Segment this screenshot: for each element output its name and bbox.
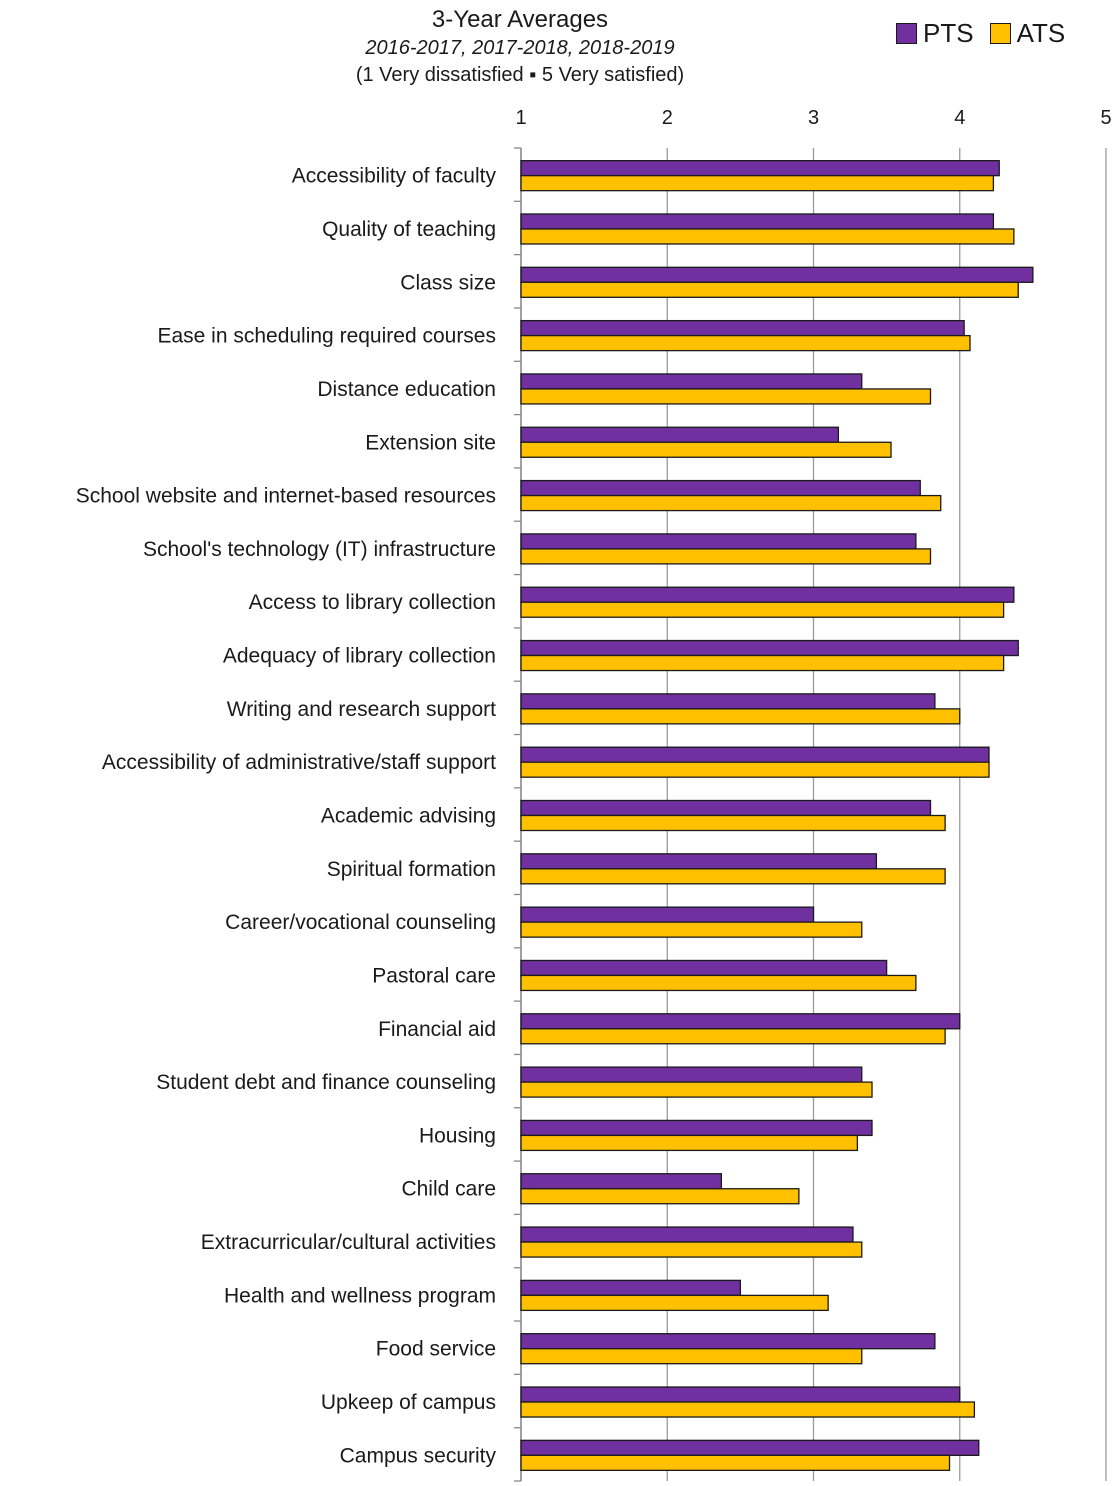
legend-item-ats: ATS bbox=[989, 18, 1066, 49]
category-label-5: Extension site bbox=[365, 431, 496, 454]
bar-ats-24 bbox=[520, 1454, 951, 1471]
x-tick-label-1: 1 bbox=[515, 107, 526, 129]
legend-label-ats: ATS bbox=[1016, 18, 1066, 48]
bar-ats-10 bbox=[520, 708, 961, 725]
legend: PTS ATS bbox=[896, 18, 1081, 49]
category-label-20: Extracurricular/cultural activities bbox=[201, 1231, 496, 1254]
bar-pts-12 bbox=[520, 799, 932, 817]
bar-pts-7 bbox=[520, 533, 917, 550]
category-label-2: Class size bbox=[400, 271, 496, 294]
category-label-1: Quality of teaching bbox=[322, 218, 496, 241]
legend-item-pts: PTS bbox=[896, 18, 974, 49]
bar-pts-18 bbox=[520, 1119, 873, 1137]
bar-ats-16 bbox=[520, 1028, 946, 1045]
legend-label-pts: PTS bbox=[923, 18, 974, 48]
category-label-8: Access to library collection bbox=[249, 591, 496, 614]
x-tick-label-4: 4 bbox=[954, 107, 965, 129]
bar-pts-23 bbox=[520, 1386, 961, 1403]
legend-swatch-ats bbox=[989, 23, 1011, 44]
bar-ats-2 bbox=[520, 281, 1019, 298]
bar-pts-17 bbox=[520, 1066, 863, 1083]
bar-pts-6 bbox=[520, 479, 921, 497]
x-tick-label-3: 3 bbox=[808, 107, 819, 129]
chart-title: 3-Year Averages bbox=[431, 6, 609, 33]
bar-ats-1 bbox=[520, 228, 1015, 245]
bar-pts-10 bbox=[520, 693, 936, 710]
bar-ats-13 bbox=[520, 868, 946, 885]
bar-ats-19 bbox=[520, 1188, 800, 1205]
bar-pts-2 bbox=[520, 266, 1034, 283]
category-label-4: Distance education bbox=[317, 378, 496, 401]
bar-ats-15 bbox=[520, 974, 917, 992]
bar-pts-11 bbox=[520, 746, 990, 763]
category-label-21: Health and wellness program bbox=[224, 1284, 496, 1307]
category-label-17: Student debt and finance counseling bbox=[156, 1071, 496, 1094]
category-label-7: School's technology (IT) infrastructure bbox=[143, 538, 496, 561]
bar-ats-11 bbox=[520, 761, 990, 778]
chart-title-block: 3-Year Averages 2016-2017, 2017-2018, 20… bbox=[330, 6, 710, 88]
bar-ats-5 bbox=[520, 441, 892, 458]
bar-pts-21 bbox=[520, 1279, 742, 1297]
category-label-6: School website and internet-based resour… bbox=[76, 485, 496, 508]
bar-pts-13 bbox=[520, 853, 878, 870]
bar-ats-20 bbox=[520, 1241, 863, 1258]
category-label-16: Financial aid bbox=[378, 1018, 496, 1041]
category-label-3: Ease in scheduling required courses bbox=[157, 325, 496, 348]
bar-ats-8 bbox=[520, 601, 1005, 618]
bar-ats-3 bbox=[520, 334, 971, 352]
bar-ats-14 bbox=[520, 921, 863, 938]
bar-pts-16 bbox=[520, 1013, 961, 1030]
legend-swatch-pts bbox=[896, 23, 917, 44]
bar-pts-19 bbox=[520, 1173, 723, 1190]
bar-pts-24 bbox=[520, 1439, 980, 1456]
bar-pts-20 bbox=[520, 1226, 854, 1243]
bar-ats-22 bbox=[520, 1348, 863, 1365]
bar-pts-14 bbox=[520, 906, 815, 923]
x-tick-label-5: 5 bbox=[1100, 107, 1111, 129]
category-label-15: Pastoral care bbox=[372, 964, 496, 987]
category-label-23: Upkeep of campus bbox=[321, 1391, 496, 1414]
bar-pts-22 bbox=[520, 1333, 936, 1350]
bar-ats-6 bbox=[520, 494, 942, 512]
bar-ats-7 bbox=[520, 548, 932, 565]
bar-pts-3 bbox=[520, 319, 965, 337]
category-label-11: Accessibility of administrative/staff su… bbox=[102, 751, 496, 774]
category-label-22: Food service bbox=[376, 1338, 496, 1361]
category-label-24: Campus security bbox=[340, 1444, 497, 1467]
category-label-9: Adequacy of library collection bbox=[223, 645, 496, 668]
bar-ats-18 bbox=[520, 1134, 859, 1152]
bar-pts-5 bbox=[520, 426, 840, 443]
bar-ats-12 bbox=[520, 814, 946, 832]
bar-ats-23 bbox=[520, 1401, 976, 1418]
category-label-18: Housing bbox=[419, 1124, 496, 1147]
category-label-10: Writing and research support bbox=[227, 698, 496, 721]
bar-ats-0 bbox=[520, 175, 995, 192]
category-label-12: Academic advising bbox=[321, 805, 496, 828]
bar-pts-8 bbox=[520, 586, 1015, 603]
chart-subtitle: 2016-2017, 2017-2018, 2018-2019 bbox=[365, 37, 675, 59]
category-label-19: Child care bbox=[401, 1178, 496, 1201]
bar-pts-4 bbox=[520, 373, 863, 390]
x-tick-label-2: 2 bbox=[662, 107, 673, 129]
bar-pts-9 bbox=[520, 639, 1019, 657]
category-label-0: Accessibility of faculty bbox=[292, 165, 497, 188]
bar-ats-21 bbox=[520, 1294, 829, 1312]
bar-pts-15 bbox=[520, 959, 888, 977]
chart-scale-note: (1 Very dissatisfied ▪ 5 Very satisfied) bbox=[355, 64, 685, 86]
bar-ats-9 bbox=[520, 654, 1005, 672]
category-label-13: Spiritual formation bbox=[327, 858, 496, 881]
category-label-14: Career/vocational counseling bbox=[225, 911, 496, 934]
bar-pts-1 bbox=[520, 213, 995, 230]
bar-pts-0 bbox=[520, 160, 1000, 177]
bar-ats-17 bbox=[520, 1081, 873, 1098]
bar-ats-4 bbox=[520, 388, 932, 405]
